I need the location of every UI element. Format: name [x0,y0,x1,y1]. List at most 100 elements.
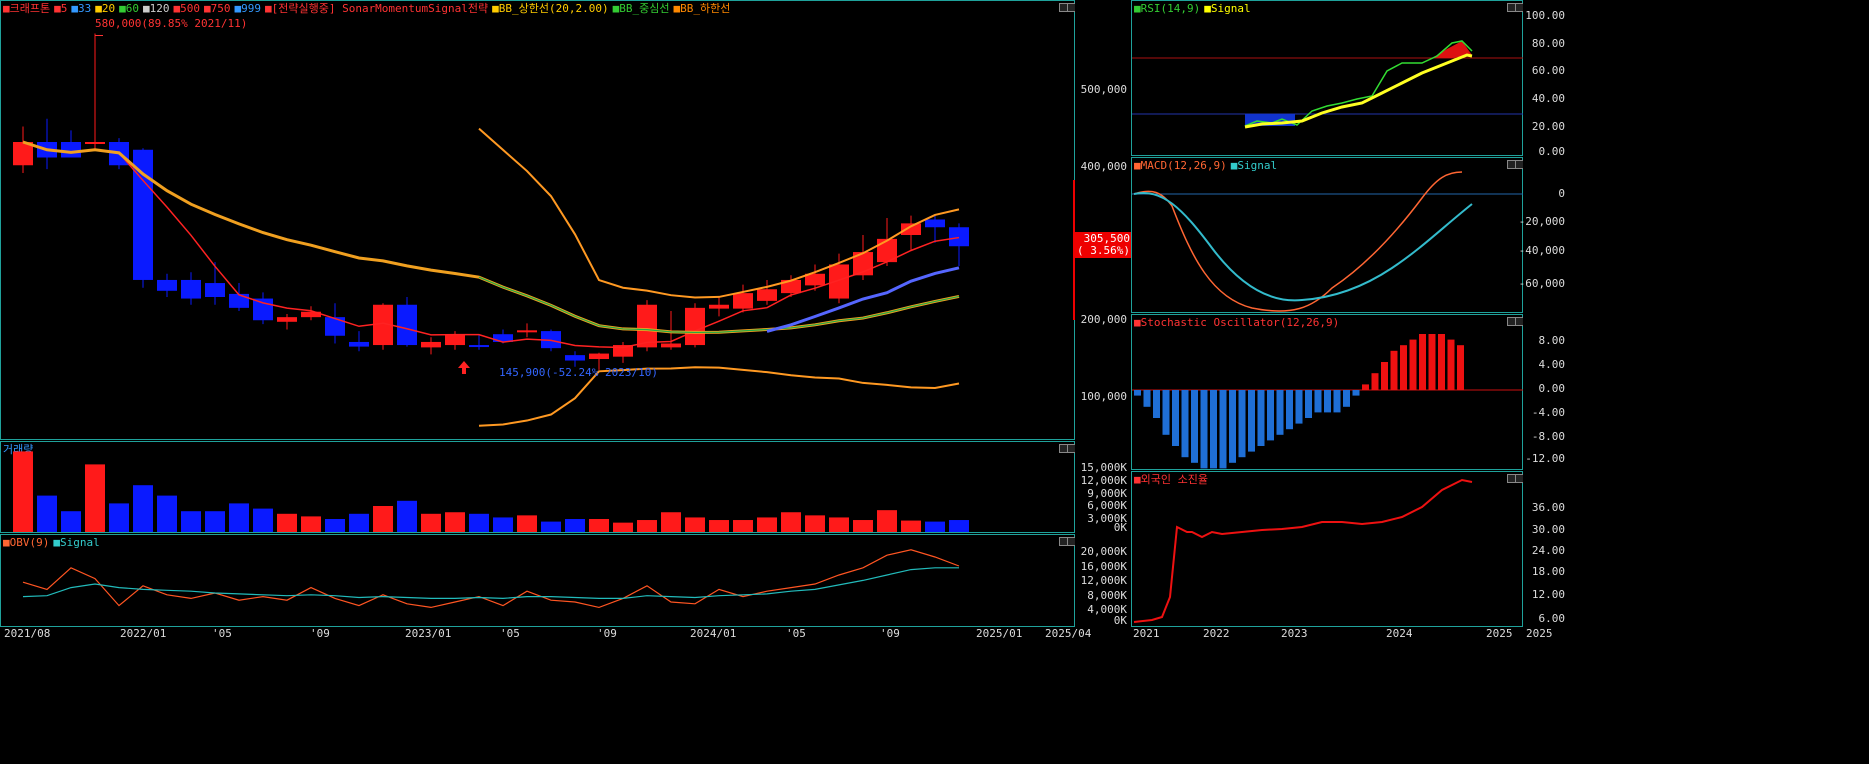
y-tick: -12.00 [1525,452,1565,465]
volume-bar [61,511,81,532]
current-price-value: 305,500 [1083,232,1130,245]
candle-body [397,304,417,346]
volume-bar [85,464,105,532]
stoch-bar [1267,390,1274,441]
x-tick: 2025/04 [1045,627,1092,640]
stoch-bar [1390,350,1398,390]
stoch-bar [1162,390,1170,435]
stoch-bar [1286,390,1293,430]
legend-item: ■5 [54,2,68,15]
candle-body [637,304,657,348]
stoch-bar [1248,390,1255,452]
candle-body [493,334,513,342]
y-tick: 9,000K [1087,487,1127,500]
stoch-bar [1428,334,1436,390]
x-tick: '09 [310,627,330,640]
macd-y-axis: 0 -20,000 -40,000 -60,000 [1519,157,1569,313]
ma5-line [22,141,960,349]
x-tick: 2025 [1486,627,1513,640]
ma20-line [22,140,960,334]
candle-body [157,279,177,291]
price-panel[interactable]: ■크래프톤 ■5 ■33 ■20 ■60 ■120 ■500 ■750 ■999 ■[전략실행중]… [0,0,1076,440]
candle-body [421,341,441,348]
volume-bar [757,517,777,532]
legend-item: ■외국인 소진율 [1134,473,1208,486]
candle-body [373,304,393,346]
x-tick: 2025 [1526,627,1553,640]
candle-body [277,317,297,322]
candle-body [181,279,201,299]
x-tick: 2025/01 [976,627,1023,640]
legend-item: ■MACD(12,26,9) [1134,159,1227,172]
stoch-bar [1419,334,1426,390]
x-tick: '05 [786,627,806,640]
volume-bar [901,520,921,532]
candle-body [85,142,105,144]
volume-bar [829,517,849,532]
legend-item: ■Signal [1230,159,1278,172]
y-tick: 500,000 [1080,83,1127,96]
x-axis: 2021/08 2022/01 '05 '09 2023/01 '05 '09 2024/01… [0,627,1129,641]
price-chart [13,33,969,427]
bb-upper-line [478,127,960,299]
stoch-bar [1409,339,1417,390]
y-tick: 0.00 [1538,382,1566,395]
rsi-panel[interactable]: ■RSI(14,9) ■Signal [1131,0,1524,156]
stochastic-panel[interactable]: ■Stochastic Oscillator(12,26,9) [1131,314,1524,470]
y-tick: 0K [1113,521,1127,534]
volume-bar [613,522,633,532]
volume-bar [709,520,729,532]
volume-bar [661,512,681,532]
foreign-ratio-panel[interactable]: ■외국인 소진율 [1131,471,1524,627]
macd-chart [1132,171,1524,312]
volume-bar [925,521,945,532]
candle-body [733,293,753,309]
rsi-legend: ■RSI(14,9) ■Signal [1134,2,1255,15]
macd-panel[interactable]: ■MACD(12,26,9) ■Signal [1131,157,1524,313]
legend-item: ■BB_상한선(20,2.00) [492,2,609,15]
candle-body [757,289,777,301]
stoch-bar [1134,390,1141,396]
x-tick: '09 [597,627,617,640]
legend-item: ■750 [203,2,231,15]
candle-body [565,355,585,361]
y-tick: 60.00 [1531,64,1565,77]
volume-bar [781,512,801,532]
candle-body [661,343,681,348]
y-tick: 30.00 [1531,523,1565,536]
candle-body [133,149,153,280]
stochastic-y-axis: 8.00 4.00 0.00 -4.00 -8.00 -12.00 [1523,314,1569,470]
y-tick: 0.00 [1538,145,1566,158]
stoch-bar [1257,390,1265,446]
rsi-overbought-fill [1432,41,1472,58]
candle-body [829,264,849,299]
candle-body [925,219,945,228]
y-tick: 8.00 [1538,334,1566,347]
stoch-bar [1143,390,1151,407]
x-tick: '05 [212,627,232,640]
candle-body [901,223,921,235]
y-tick: 80.00 [1531,37,1565,50]
candle-body [325,317,345,336]
legend-item: ■Stochastic Oscillator(12,26,9) [1134,316,1340,329]
x-tick: '09 [880,627,900,640]
y-tick: 100,000 [1080,390,1127,403]
stoch-bar [1210,390,1217,469]
foreign-ratio-legend: ■외국인 소진율 [1134,473,1212,486]
ma-blue-line [766,266,960,333]
candle-body [541,331,561,349]
macd-signal-line [1133,192,1473,302]
obv-panel[interactable]: ■OBV(9) ■Signal [0,534,1076,627]
volume-bar [637,520,657,532]
stochastic-legend: ■Stochastic Oscillator(12,26,9) [1134,316,1343,329]
volume-bar [565,519,585,532]
volume-bar [301,516,321,532]
x-tick: 2021/08 [4,627,51,640]
candle-body [13,142,33,166]
rsi-y-axis: 100.00 80.00 60.00 40.00 20.00 0.00 [1523,0,1569,158]
stoch-bar [1295,390,1303,424]
y-tick: 200,000 [1080,313,1127,326]
volume-bar [373,506,393,532]
volume-panel[interactable]: 거래량 [0,441,1076,533]
low-annotation: 145,900(-52.24% 2023/10) [499,366,658,379]
